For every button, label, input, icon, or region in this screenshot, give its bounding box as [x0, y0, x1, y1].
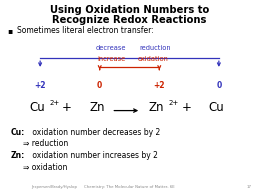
Text: Cu: Cu [30, 101, 46, 114]
Text: 17: 17 [246, 185, 251, 189]
Text: 2+: 2+ [168, 100, 179, 106]
Text: reduction: reduction [140, 45, 171, 51]
Text: +2: +2 [34, 81, 46, 90]
Text: Recognize Redox Reactions: Recognize Redox Reactions [52, 15, 207, 25]
Text: Cu:: Cu: [10, 128, 25, 137]
Text: 0: 0 [216, 81, 221, 90]
Text: decrease: decrease [96, 45, 127, 51]
Text: ▪: ▪ [8, 26, 13, 35]
Text: oxidation number increases by 2: oxidation number increases by 2 [30, 151, 158, 160]
Text: +: + [182, 101, 192, 114]
Text: Jespersen/Brady/Hyslop: Jespersen/Brady/Hyslop [31, 185, 77, 189]
Text: Zn: Zn [89, 101, 105, 114]
Text: oxidation number decreases by 2: oxidation number decreases by 2 [30, 128, 160, 137]
Text: Zn: Zn [149, 101, 164, 114]
Text: 2+: 2+ [49, 100, 60, 106]
Text: Cu: Cu [208, 101, 224, 114]
Text: ⇒ oxidation: ⇒ oxidation [23, 163, 68, 172]
Text: Using Oxidation Numbers to: Using Oxidation Numbers to [50, 5, 209, 15]
Text: +2: +2 [154, 81, 165, 90]
Text: ⇒ reduction: ⇒ reduction [23, 139, 69, 148]
Text: Zn:: Zn: [10, 151, 25, 160]
Text: oxidation: oxidation [137, 56, 168, 62]
Text: +: + [62, 101, 72, 114]
Text: 0: 0 [97, 81, 102, 90]
Text: increase: increase [97, 56, 126, 62]
Text: Chemistry: The Molecular Nature of Matter, 6E: Chemistry: The Molecular Nature of Matte… [84, 185, 175, 189]
Text: Sometimes literal electron transfer:: Sometimes literal electron transfer: [17, 26, 154, 35]
